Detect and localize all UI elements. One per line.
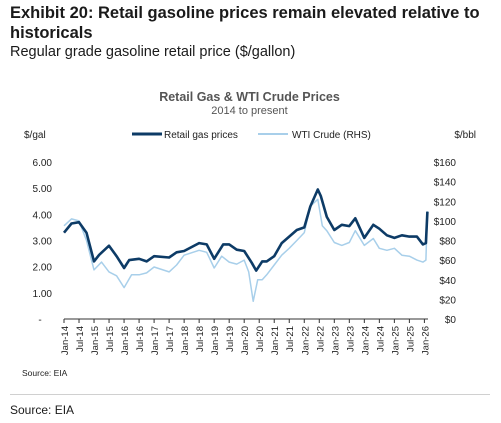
x-tick-label: Jan-23 xyxy=(330,326,341,355)
series-line-retail-gas xyxy=(62,188,429,272)
right-tick-label: $140 xyxy=(434,178,457,189)
chart-svg: $/gal $/bbl Retail gas prices WTI Crude (RH… xyxy=(22,130,476,378)
left-tick-label: 1.00 xyxy=(33,289,53,300)
right-tick-label: $60 xyxy=(439,256,456,267)
x-tick-label: Jul-23 xyxy=(345,326,356,352)
right-tick-label: $40 xyxy=(439,276,456,287)
x-tick-label: Jan-16 xyxy=(120,326,131,355)
legend-label-wti: WTI Crude (RHS) xyxy=(292,130,371,141)
x-tick-label: Jan-25 xyxy=(390,326,401,355)
x-tick-label: Jan-20 xyxy=(240,326,251,355)
right-axis-label: $/bbl xyxy=(454,130,476,141)
right-tick-label: $20 xyxy=(439,295,456,306)
x-tick-label: Jul-18 xyxy=(195,326,206,352)
left-tick-label: 2.00 xyxy=(33,263,53,274)
left-tick-label: 4.00 xyxy=(33,210,53,221)
series-line-wti-crude xyxy=(63,198,429,303)
x-tick-label: Jul-21 xyxy=(285,326,296,352)
x-tick-label: Jan-21 xyxy=(270,326,281,355)
x-tick-label: Jul-20 xyxy=(255,326,266,352)
right-tick-label: $120 xyxy=(434,197,457,208)
x-tick-label: Jan-24 xyxy=(360,326,371,355)
x-tick-label: Jul-17 xyxy=(165,326,176,352)
x-tick-label: Jul-25 xyxy=(405,326,416,352)
x-tick-label: Jan-18 xyxy=(180,326,191,355)
footer-source: Source: EIA xyxy=(10,403,75,417)
chart-title: Retail Gas & WTI Crude Prices xyxy=(159,90,340,104)
x-tick-label: Jan-17 xyxy=(150,326,161,355)
left-tick-label: 6.00 xyxy=(33,158,53,169)
legend-label-retail: Retail gas prices xyxy=(164,130,238,141)
right-tick-label: $100 xyxy=(434,217,457,228)
left-tick-label: 5.00 xyxy=(33,184,53,195)
x-tick-label: Jul-24 xyxy=(375,326,386,352)
x-tick-label: Jul-19 xyxy=(225,326,236,352)
chart-source-note: Source: EIA xyxy=(22,368,68,378)
left-tick-label: - xyxy=(38,315,41,326)
divider xyxy=(10,394,490,395)
right-tick-label: $160 xyxy=(434,158,457,169)
right-tick-label: $0 xyxy=(445,315,457,326)
x-tick-label: Jan-14 xyxy=(60,326,71,355)
x-tick-label: Jul-14 xyxy=(75,326,86,352)
x-tick-label: Jul-16 xyxy=(135,326,146,352)
chart-panel: Retail Gas & WTI Crude Prices 2014 to pr… xyxy=(10,80,489,386)
x-tick-label: Jul-15 xyxy=(105,326,116,352)
x-tick-label: Jul-22 xyxy=(315,326,326,352)
x-tick-label: Jan-15 xyxy=(90,326,101,355)
x-tick-label: Jan-22 xyxy=(300,326,311,355)
left-tick-label: 3.00 xyxy=(33,237,53,248)
right-tick-label: $80 xyxy=(439,237,456,248)
left-axis-label: $/gal xyxy=(24,130,46,141)
exhibit-subtitle: Regular grade gasoline retail price ($/g… xyxy=(10,44,296,60)
chart-subtitle: 2014 to present xyxy=(211,105,288,117)
exhibit-title: Exhibit 20: Retail gasoline prices remai… xyxy=(10,4,480,42)
x-tick-label: Jan-19 xyxy=(210,326,221,355)
x-tick-label: Jan-26 xyxy=(420,326,431,355)
